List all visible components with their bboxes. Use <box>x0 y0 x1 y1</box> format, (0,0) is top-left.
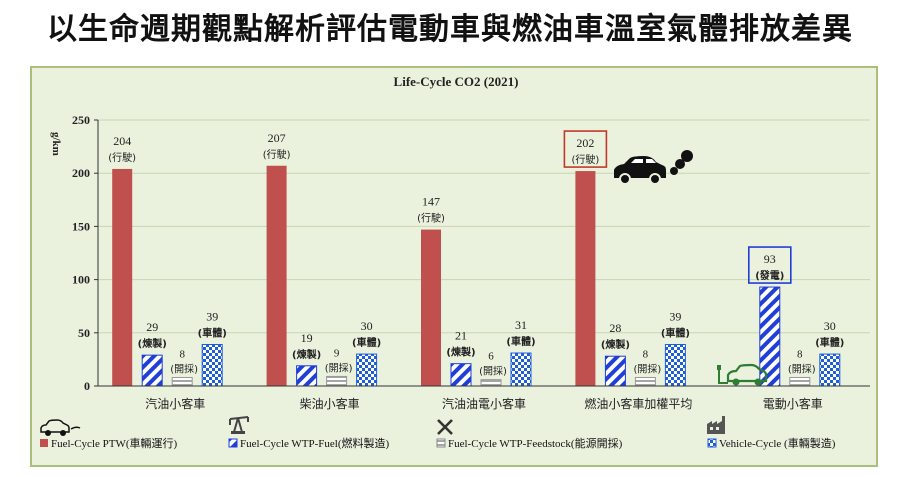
bar-note-label: (煉製) <box>601 338 630 351</box>
legend-label-wtp-feedstock: Fuel-Cycle WTP-Feedstock(能源開採) <box>448 436 623 450</box>
bar-note-label: (車體) <box>661 327 690 340</box>
bar-value-label: 8 <box>179 348 185 360</box>
chart-panel: Life-Cycle CO2 (2021) g/km 204 (行駛) 29 (煉製)… <box>30 66 878 467</box>
legend-label-ptw: Fuel-Cycle PTW(車輛運行) <box>51 436 178 450</box>
y-tick-label: 250 <box>72 113 90 127</box>
bar-note-label: (行駛) <box>417 212 445 225</box>
highlight-box <box>747 246 792 284</box>
bar-value-label: 147 <box>422 195 440 209</box>
legend-swatch-wtp-fuel <box>228 438 238 448</box>
legend: Fuel-Cycle PTW(車輛運行) Fuel-Cycle WTP-Fuel… <box>40 416 836 450</box>
legend-item-wtp-feedstock: Fuel-Cycle WTP-Feedstock(能源開採) <box>436 436 623 450</box>
bar-note-label: (開採) <box>170 362 198 375</box>
bar-diagonal <box>604 355 626 387</box>
life-cycle-co2-chart: Life-Cycle CO2 (2021) g/km 204 (行駛) 29 (煉製)… <box>40 74 870 450</box>
bar-checker <box>356 353 378 387</box>
bars <box>112 165 841 387</box>
bar-solid <box>266 165 287 386</box>
chart-title: Life-Cycle CO2 (2021) <box>394 74 519 89</box>
highlight-box <box>563 130 608 168</box>
axes: 0 50 100 150 200 250 汽油小客車 柴油小客車 汽油油電小客車 燃油小客車加權平… <box>72 113 870 411</box>
legend-label-vehicle-cycle: Vehicle-Cycle (車輛製造) <box>719 436 836 450</box>
bar-note-label: (煉製) <box>292 348 321 361</box>
bar-solid <box>421 229 441 386</box>
bar-value-label: 204 <box>113 134 131 148</box>
y-tick-label: 150 <box>72 219 90 233</box>
bar-value-label: 28 <box>609 321 621 335</box>
bar-note-label: (車體) <box>198 327 227 340</box>
bar-value-label: 9 <box>334 347 340 359</box>
bar-note-label: (開採) <box>633 362 661 375</box>
oil-pump-icon <box>229 416 249 434</box>
bar-diagonal <box>141 354 163 387</box>
bar-note-label: (煉製) <box>138 337 167 350</box>
legend-swatch-wtp-feedstock <box>436 438 446 448</box>
bar-checker <box>819 353 841 387</box>
bar-value-label: 30 <box>824 319 836 333</box>
x-tick-label: 燃油小客車加權平均 <box>584 396 692 411</box>
bar-value-label: 31 <box>515 318 527 332</box>
bar-value-label: 207 <box>268 131 286 145</box>
bar-horizontal <box>326 375 348 387</box>
bar-note-label: (發電) <box>755 269 784 282</box>
bar-note-label: (車體) <box>352 336 381 349</box>
bar-checker <box>510 352 532 387</box>
y-tick-label: 100 <box>72 273 90 287</box>
bar-note-label: (開採) <box>788 362 816 375</box>
factory-icon <box>707 416 725 434</box>
bar-solid <box>112 168 133 386</box>
bar-checker <box>664 344 686 387</box>
bar-value-label: 19 <box>301 331 313 345</box>
legend-swatch-vehicle-cycle <box>707 438 717 448</box>
bar-note-label: (開採) <box>479 365 507 378</box>
bar-diagonal <box>296 365 318 387</box>
bar-horizontal <box>634 376 656 387</box>
bar-note-label: (行駛) <box>571 153 599 166</box>
legend-swatch-ptw <box>40 439 48 447</box>
tools-icon <box>437 419 453 435</box>
legend-item-vehicle-cycle: Vehicle-Cycle (車輛製造) <box>707 436 836 450</box>
bar-note-label: (車體) <box>506 335 535 348</box>
legend-label-wtp-fuel: Fuel-Cycle WTP-Fuel(燃料製造) <box>240 436 390 450</box>
bar-horizontal <box>789 376 811 387</box>
bar-note-label: (行駛) <box>263 148 291 161</box>
bar-value-label: 21 <box>455 329 467 343</box>
y-tick-label: 200 <box>72 166 90 180</box>
y-tick-label: 0 <box>84 379 90 393</box>
bar-value-label: 30 <box>361 319 373 333</box>
bar-horizontal <box>171 376 193 387</box>
bar-labels: 204 (行駛) 29 (煉製) 8 (開採) 39 (車體) 207 (行駛) 19 (煉製) 9 (開… <box>108 130 844 378</box>
bar-note-label: (開採) <box>325 361 353 374</box>
car-emission-icon <box>614 150 693 185</box>
legend-item-wtp-fuel: Fuel-Cycle WTP-Fuel(燃料製造) <box>228 436 390 450</box>
y-tick-label: 50 <box>78 326 90 340</box>
y-axis-label: g/km <box>50 132 62 156</box>
electric-car-icon <box>717 363 768 386</box>
bar-value-label: 93 <box>764 252 776 266</box>
x-tick-label: 電動小客車 <box>763 396 823 411</box>
bar-note-label: (車體) <box>815 336 844 349</box>
bar-value-label: 8 <box>643 348 649 360</box>
bar-note-label: (行駛) <box>108 151 136 164</box>
bar-value-label: 39 <box>669 310 681 324</box>
bar-value-label: 29 <box>146 320 158 334</box>
legend-car-icon <box>40 419 81 436</box>
bar-horizontal <box>480 379 502 387</box>
bar-value-label: 202 <box>576 136 594 150</box>
x-tick-label: 汽油小客車 <box>145 396 205 411</box>
bar-solid <box>575 171 596 386</box>
x-tick-label: 汽油油電小客車 <box>442 396 526 411</box>
bar-diagonal <box>450 363 472 387</box>
x-tick-label: 柴油小客車 <box>300 396 360 411</box>
bar-note-label: (煉製) <box>446 346 475 359</box>
legend-item-ptw: Fuel-Cycle PTW(車輛運行) <box>40 436 178 450</box>
bar-value-label: 8 <box>797 348 803 360</box>
bar-checker <box>201 344 223 387</box>
page-title: 以生命週期觀點解析評估電動車與燃油車溫室氣體排放差異 <box>47 12 853 47</box>
bar-value-label: 39 <box>206 310 218 324</box>
bar-value-label: 6 <box>488 351 494 363</box>
